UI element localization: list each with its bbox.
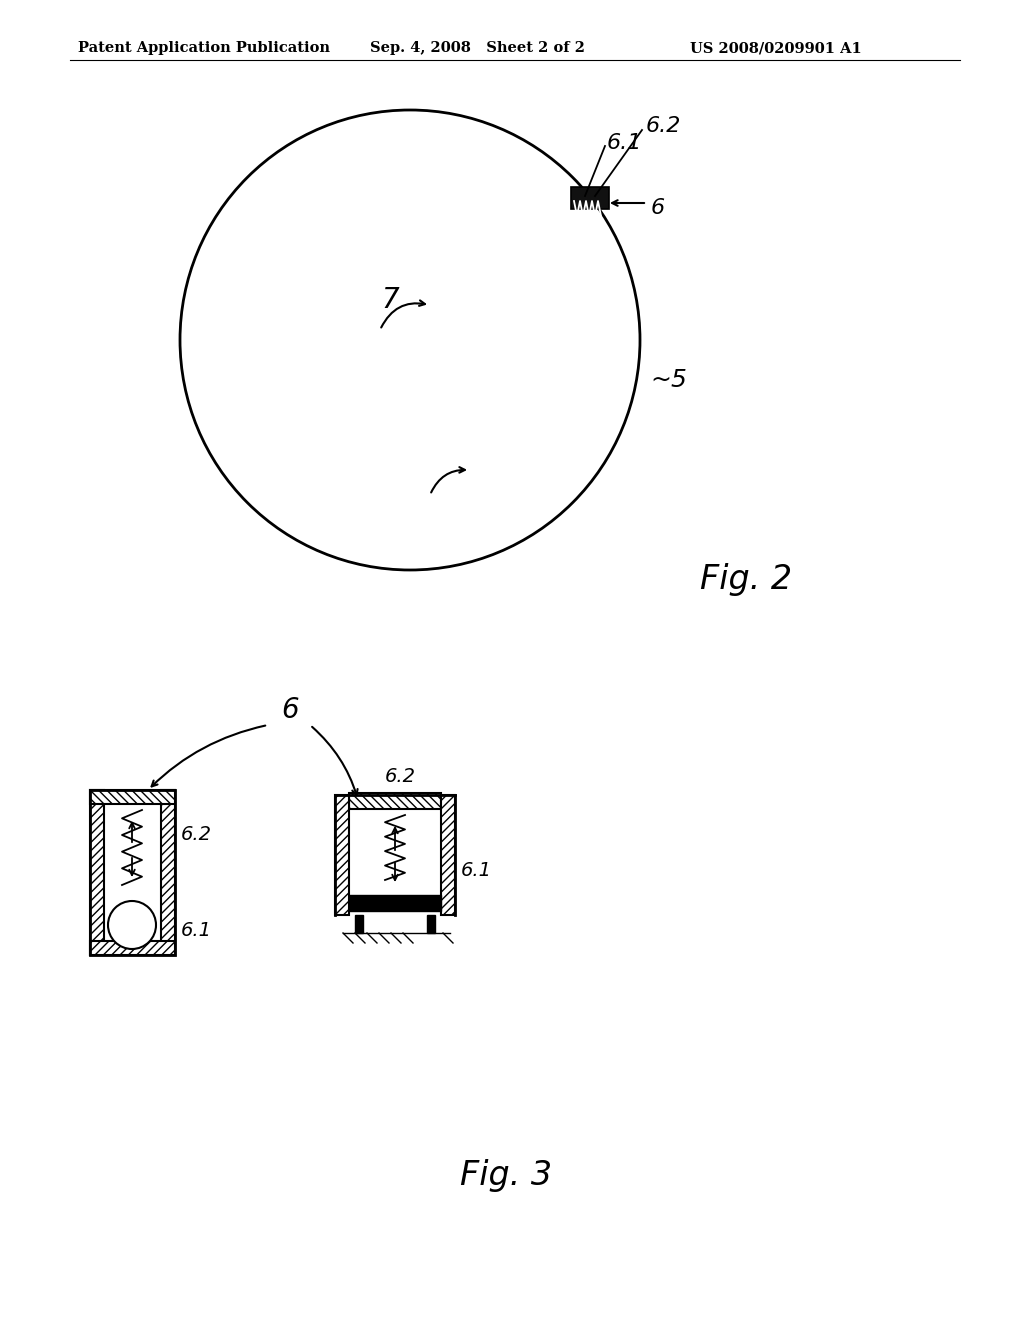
Text: 6.2: 6.2 [385,767,416,787]
Bar [349,895,441,911]
Text: US 2008/0209901 A1: US 2008/0209901 A1 [690,41,862,55]
Text: Fig. 2: Fig. 2 [700,564,793,597]
Bar [441,795,455,915]
Bar [571,187,609,209]
Text: 6.1: 6.1 [607,133,642,153]
Text: 7: 7 [381,286,398,314]
Bar [161,789,175,954]
Text: Sep. 4, 2008   Sheet 2 of 2: Sep. 4, 2008 Sheet 2 of 2 [370,41,585,55]
Text: 6: 6 [282,696,299,723]
Text: 6.1: 6.1 [461,861,492,879]
Bar [104,789,161,941]
Bar [335,795,349,915]
Text: Fig. 3: Fig. 3 [460,1159,552,1192]
Bar [349,793,441,809]
Text: 6.2: 6.2 [646,116,681,136]
Text: 6.1: 6.1 [181,920,212,940]
Circle shape [108,902,156,949]
Text: 6: 6 [651,198,666,218]
Bar [355,915,362,933]
Bar [90,789,175,954]
Text: 6.2: 6.2 [181,825,212,845]
Bar [90,941,175,954]
Bar [90,789,175,804]
Text: Patent Application Publication: Patent Application Publication [78,41,330,55]
Bar [427,915,435,933]
Text: ~5: ~5 [650,368,687,392]
Bar [90,789,104,954]
